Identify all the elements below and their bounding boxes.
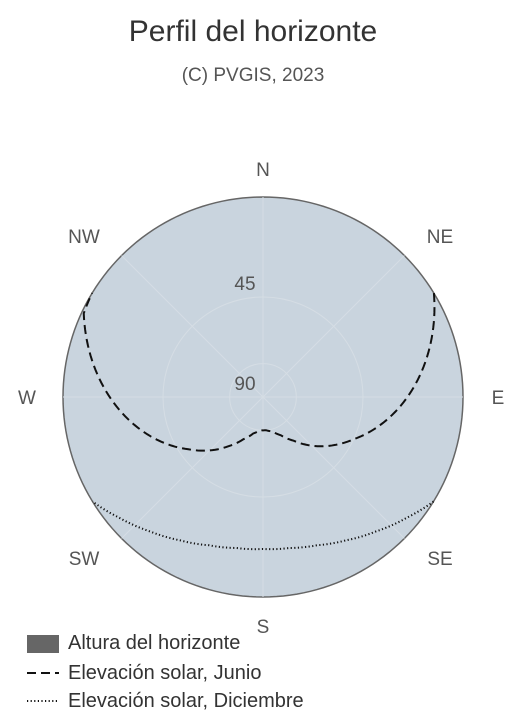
direction-label-se: SE [427,549,452,570]
chart-title: Perfil del horizonte [129,15,377,48]
direction-label-s: S [257,617,270,638]
legend-label: Altura del horizonte [68,632,240,654]
legend-label: Elevación solar, Diciembre [68,690,304,712]
chart-subtitle: (C) PVGIS, 2023 [182,65,325,86]
radial-tick-label: 90 [234,374,255,395]
direction-label-n: N [256,160,270,181]
sun-path-december [91,500,435,551]
direction-label-ne: NE [427,227,453,248]
direction-label-e: E [492,388,505,409]
direction-label-w: W [18,388,36,409]
legend: Altura del horizonte Elevación solar, Jun… [27,632,304,712]
grid-spoke-45 [262,255,405,398]
direction-label-sw: SW [69,549,100,570]
direction-label-nw: NW [68,227,100,248]
axis-labels: 45 90 N NE E SE S SW W NW [18,160,504,638]
plot-area [62,196,464,598]
radial-tick-label: 45 [234,274,255,295]
sun-path-june [82,292,436,452]
grid-spoke-135 [262,396,405,539]
grid-spoke-225 [121,396,264,539]
legend-label: Elevación solar, Junio [68,662,261,684]
legend-swatch-horizon [27,635,59,653]
grid-spoke-315 [121,255,264,398]
